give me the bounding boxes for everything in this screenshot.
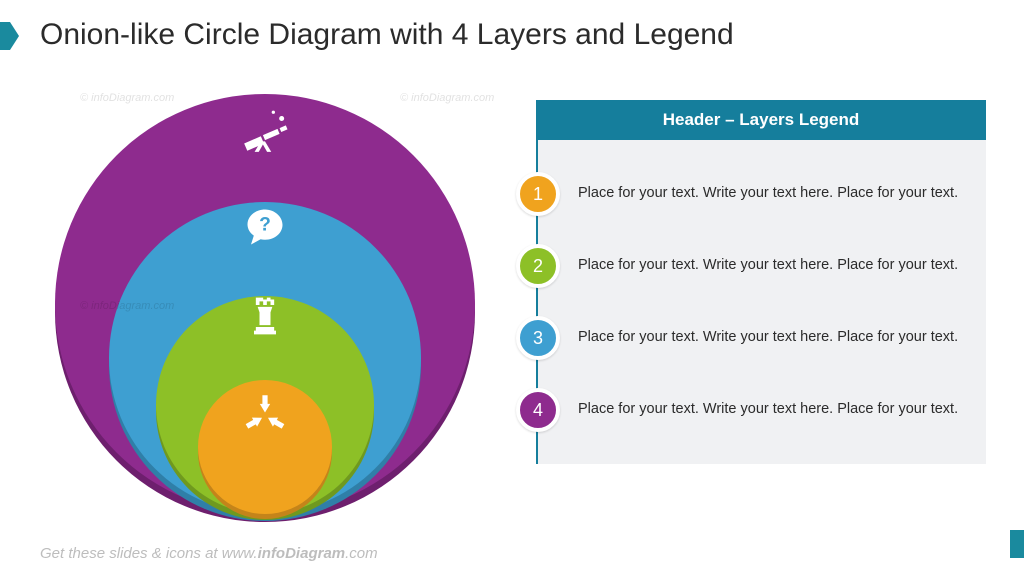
footer-text: Get these slides & icons at www.infoDiag…: [40, 545, 378, 562]
footer-brand: infoDiagram: [258, 545, 346, 562]
rook-icon: [243, 294, 287, 338]
arrows-in-icon: [239, 390, 291, 442]
legend-badge-3: 3: [516, 316, 560, 360]
telescope-icon: [240, 106, 290, 156]
watermark: © infoDiagram.com: [80, 300, 174, 312]
legend-text: Place for your text. Write your text her…: [578, 183, 958, 204]
watermark: © infoDiagram.com: [80, 92, 174, 104]
footer-suffix: .com: [345, 545, 378, 562]
legend-text: Place for your text. Write your text her…: [578, 399, 958, 420]
watermark: © infoDiagram.com: [400, 92, 494, 104]
legend-header: Header – Layers Legend: [536, 100, 986, 140]
accent-right: [1010, 530, 1024, 558]
question-bubble-icon: ?: [244, 206, 286, 248]
legend-item: 3 Place for your text. Write your text he…: [516, 302, 966, 374]
legend-item: 1 Place for your text. Write your text he…: [516, 158, 966, 230]
legend-text: Place for your text. Write your text her…: [578, 327, 958, 348]
legend-panel: Header – Layers Legend 1Place for your t…: [536, 100, 986, 464]
legend-item: 4 Place for your text. Write your text he…: [516, 374, 966, 446]
legend-badge-2: 2: [516, 244, 560, 288]
legend-badge-4: 4: [516, 388, 560, 432]
legend-body: 1Place for your text. Write your text he…: [536, 140, 986, 464]
legend-badge-1: 1: [516, 172, 560, 216]
accent-left: [0, 22, 10, 50]
legend-item: 2 Place for your text. Write your text he…: [516, 230, 966, 302]
legend-text: Place for your text. Write your text her…: [578, 255, 958, 276]
footer-prefix: Get these slides & icons at www.: [40, 545, 258, 562]
page-title: Onion-like Circle Diagram with 4 Layers …: [40, 18, 734, 52]
svg-text:?: ?: [259, 215, 271, 236]
